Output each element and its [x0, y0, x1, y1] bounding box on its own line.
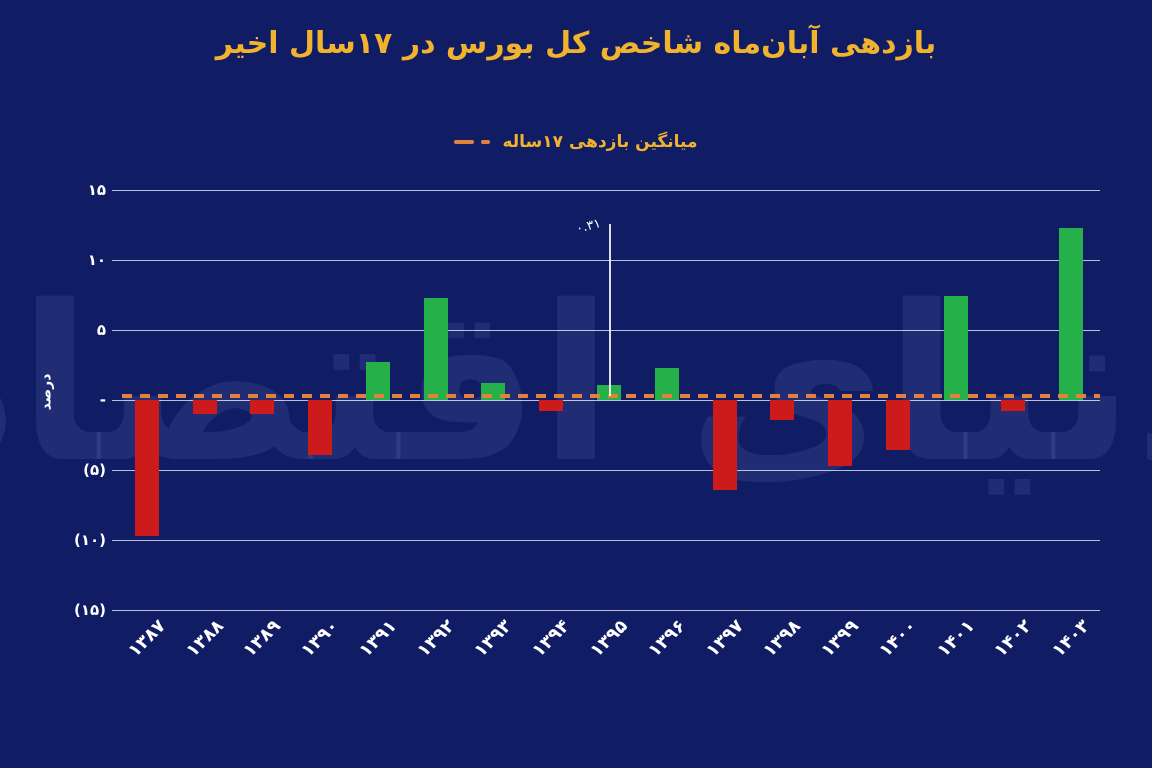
x-tick-label: ۱۳۹۱ — [355, 616, 401, 662]
x-tick-label: ۱۳۸۷ — [124, 616, 170, 662]
x-tick-label: ۱۳۹۷ — [702, 616, 748, 662]
chart-bar-۱۳۹۹ — [828, 400, 853, 466]
gridline — [112, 400, 1100, 401]
y-axis-ticks: ۱۵ ۱۰ ۵ - (۵) (۱۰) (۱۵) — [52, 181, 106, 619]
chart-bar-۱۴۰۳ — [1059, 227, 1084, 400]
y-tick-label: - — [99, 391, 106, 409]
x-tick-text: ۱۴۰۰ — [874, 615, 921, 662]
gridline — [112, 610, 1100, 611]
y-tick-label: (۵) — [83, 460, 106, 479]
legend-label: میانگین بازدهی ۱۷ساله — [502, 132, 698, 152]
legend-dash-long — [454, 140, 475, 144]
x-tick-text: ۱۳۹۵ — [586, 615, 632, 662]
x-tick-text: ۱۳۹۴ — [528, 615, 575, 662]
y-tick-label: ۱۰ — [87, 250, 106, 269]
x-tick-label: ۱۳۹۶ — [644, 616, 690, 662]
gridline — [112, 259, 1100, 261]
gridline — [112, 190, 1100, 191]
plot-area: ۰.۳۱ — [112, 190, 1100, 611]
x-tick-text: ۱۳۹۹ — [817, 615, 864, 662]
chart-bar-۱۴۰۰ — [885, 400, 910, 451]
chart-bar-۱۴۰۱ — [943, 296, 968, 400]
x-tick-label: ۱۴۰۳ — [1048, 616, 1094, 662]
chart-title: بازدهی آبان‌ماه شاخص کل بورس در ۱۷سال اخ… — [215, 26, 937, 61]
average-line — [122, 393, 1100, 398]
x-tick-text: ۱۳۹۲ — [412, 615, 459, 662]
x-tick-text: ۱۴۰۲ — [990, 615, 1037, 662]
x-tick-text: ۱۳۹۸ — [759, 615, 806, 662]
chart-bar-۱۳۸۷ — [134, 400, 159, 536]
legend-dash-short — [481, 140, 491, 144]
chart-bar-۱۳۹۴ — [539, 400, 564, 412]
x-tick-label: ۱۳۹۸ — [759, 616, 805, 662]
chart-bar-۱۳۹۰ — [308, 400, 333, 455]
x-axis-labels: ۱۳۸۷ ۱۳۸۸ ۱۳۸۹ ۱۳۹۰ ۱۳۹۱ ۱۳۹۲ ۱۳۹۳ ۱۳۹۴ ۱۳۹۵ ۱۳۹۶… — [118, 612, 1100, 742]
x-tick-label: ۱۴۰۱ — [933, 616, 979, 662]
x-tick-label: ۱۴۰۰ — [875, 616, 921, 662]
x-tick-text: ۱۳۹۷ — [701, 615, 748, 662]
x-tick-text: ۱۳۸۷ — [123, 615, 170, 662]
annotation-label: ۰.۳۱ — [574, 216, 603, 238]
x-tick-label: ۱۳۹۰ — [297, 616, 343, 662]
x-tick-text: ۱۳۹۰ — [297, 615, 344, 662]
y-tick-label: ۱۵ — [87, 181, 106, 199]
x-tick-label: ۱۳۸۸ — [182, 616, 228, 662]
legend-dash-icon — [454, 140, 491, 144]
x-tick-text: ۱۳۹۱ — [354, 615, 401, 662]
x-tick-text: ۱۴۰۳ — [1048, 615, 1095, 662]
x-tick-text: ۱۳۸۸ — [181, 615, 228, 662]
x-tick-label: ۱۳۹۲ — [413, 616, 459, 662]
x-tick-label: ۱۴۰۲ — [990, 616, 1036, 662]
chart-bar-۱۳۸۸ — [192, 400, 217, 414]
chart-bar-۱۳۹۲ — [423, 297, 448, 400]
chart-bar-۱۳۹۷ — [712, 400, 737, 490]
chart-bar-۱۴۰۲ — [1001, 400, 1026, 412]
annotation-pointer-line — [609, 223, 611, 396]
x-tick-text: ۱۳۹۳ — [470, 615, 517, 662]
x-tick-text: ۱۳۹۶ — [643, 615, 690, 662]
gridline — [112, 540, 1100, 541]
chart-bar-۱۳۸۹ — [250, 400, 275, 414]
x-tick-label: ۱۳۸۹ — [239, 616, 285, 662]
y-tick-label: (۱۰) — [73, 531, 106, 549]
x-tick-label: ۱۳۹۵ — [586, 616, 632, 662]
x-tick-label: ۱۳۹۴ — [528, 616, 574, 662]
y-tick-label: ۵ — [96, 320, 106, 339]
x-tick-text: ۱۴۰۱ — [932, 615, 979, 662]
legend: میانگین بازدهی ۱۷ساله — [0, 132, 1152, 152]
gridline — [112, 329, 1100, 331]
y-tick-label: (۱۵) — [73, 601, 106, 619]
chart-bar-۱۳۹۸ — [770, 400, 795, 420]
x-tick-label: ۱۳۹۹ — [817, 616, 863, 662]
gridline — [112, 469, 1100, 471]
x-tick-label: ۱۳۹۳ — [471, 616, 517, 662]
x-tick-text: ۱۳۸۹ — [239, 615, 286, 662]
